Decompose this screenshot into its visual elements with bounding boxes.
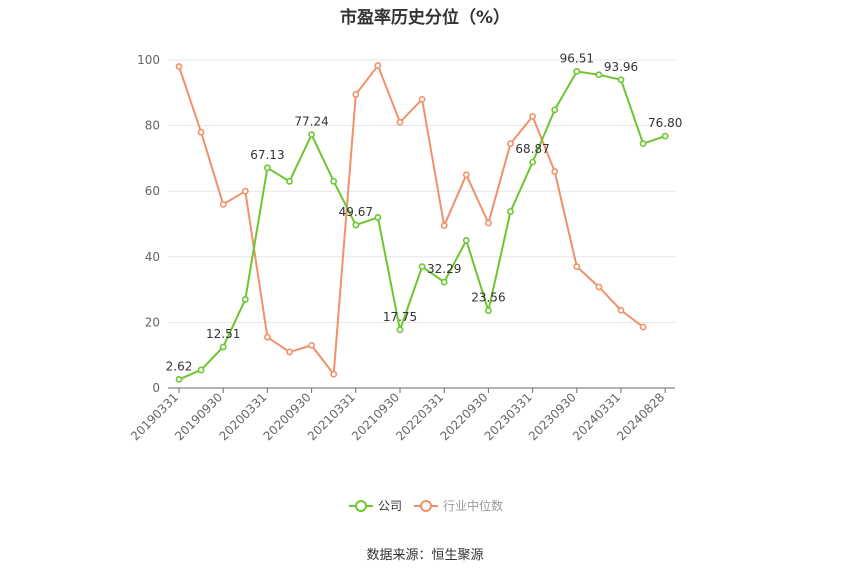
company-point [175, 376, 183, 383]
series-line-industry-median [178, 64, 644, 376]
y-tick-label: 40 [145, 250, 160, 264]
company-point [595, 71, 603, 79]
industry-median-point [462, 171, 470, 179]
industry-median-point [573, 263, 581, 271]
company-point [440, 278, 448, 286]
industry-median-point [308, 341, 315, 349]
company-point [418, 263, 426, 271]
industry-median-point [595, 283, 603, 291]
industry-median-point [639, 323, 647, 331]
company-point [639, 140, 647, 148]
data-label: 77.24 [294, 115, 328, 129]
company-point [661, 132, 669, 140]
industry-median-point [197, 128, 205, 136]
data-label: 17.75 [383, 310, 417, 324]
data-label: 96.51 [560, 51, 594, 65]
industry-median-point [219, 200, 227, 208]
data-label: 67.13 [250, 148, 284, 162]
company-point [286, 177, 293, 185]
data-label: 49.67 [339, 205, 373, 219]
data-label: 76.80 [648, 116, 682, 130]
legend-industry-median-marker [420, 500, 432, 512]
company-point [263, 164, 271, 172]
industry-median-point [617, 306, 625, 314]
data-label: 2.62 [166, 359, 193, 373]
company-point [241, 296, 249, 303]
data-label: 32.29 [427, 262, 461, 276]
company-point [573, 68, 581, 75]
industry-median-point [551, 168, 559, 175]
data-label: 93.96 [604, 60, 638, 74]
industry-median-point [286, 348, 293, 356]
series-line-company [178, 70, 666, 381]
company-point [396, 326, 404, 334]
industry-median-point [175, 63, 183, 70]
industry-median-point [529, 113, 536, 120]
industry-median-point [507, 140, 514, 148]
y-tick-label: 100 [137, 53, 160, 67]
data-source: 数据来源：恒生聚源 [366, 548, 484, 563]
company-point [219, 343, 227, 351]
company-point [308, 131, 315, 139]
company-point [551, 106, 559, 114]
company-point [352, 221, 360, 229]
company-point [197, 366, 205, 374]
company-point [507, 208, 514, 215]
chart-title: 市盈率历史分位（%） [339, 8, 511, 28]
data-label: 68.87 [515, 142, 549, 156]
industry-median-point [263, 333, 271, 341]
company-point [529, 158, 536, 166]
y-tick-label: 80 [145, 119, 160, 133]
industry-median-point [352, 91, 360, 98]
industry-median-point [418, 95, 426, 103]
company-point [484, 307, 492, 315]
company-point [462, 236, 470, 244]
industry-median-point [396, 118, 404, 126]
y-tick-label: 60 [145, 184, 160, 198]
industry-median-point [484, 219, 492, 227]
industry-median-point [330, 370, 338, 378]
y-tick-label: 20 [145, 315, 160, 329]
industry-median-point [440, 222, 448, 230]
data-label: 23.56 [471, 291, 505, 305]
company-point [617, 76, 625, 84]
company-point [374, 214, 382, 221]
company-point [330, 177, 338, 185]
x-tick-label: 20240828 [614, 390, 667, 443]
industry-median-point [241, 187, 249, 195]
legend-industry-median-label: 行业中位数 [443, 498, 503, 513]
legend-company-label: 公司 [378, 499, 402, 513]
data-label: 12.51 [206, 327, 240, 341]
y-tick-label: 0 [152, 381, 160, 395]
legend-company-marker [355, 500, 367, 512]
industry-median-point [374, 62, 382, 69]
